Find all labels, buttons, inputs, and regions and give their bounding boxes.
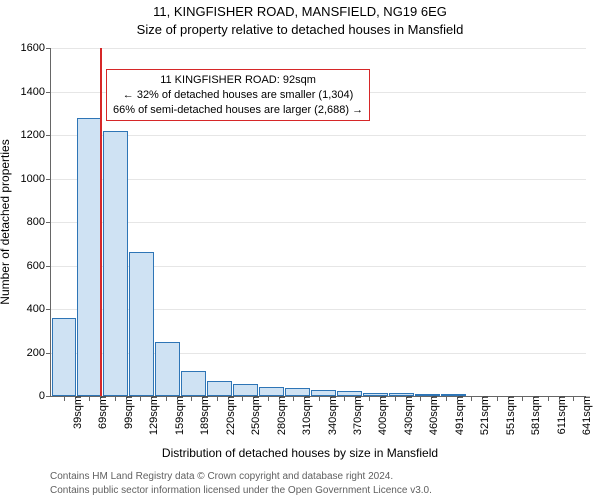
x-tick-label: 551sqm (501, 396, 517, 435)
y-tick-mark (46, 222, 51, 223)
x-tick-mark (522, 396, 523, 401)
x-tick-label: 641sqm (577, 396, 593, 435)
x-tick-label: 189sqm (195, 396, 211, 435)
x-tick-label: 99sqm (119, 396, 135, 429)
x-tick-label: 159sqm (170, 396, 186, 435)
x-tick-mark (344, 396, 345, 401)
x-tick-mark (548, 396, 549, 401)
x-tick-mark (268, 396, 269, 401)
bar (181, 371, 206, 396)
x-tick-label: 491sqm (450, 396, 466, 435)
x-tick-label: 370sqm (348, 396, 364, 435)
x-tick-mark (64, 396, 65, 401)
footer-copyright-2: Contains public sector information licen… (50, 485, 432, 496)
annotation-line1: 11 KINGFISHER ROAD: 92sqm (113, 73, 363, 88)
x-tick-label: 39sqm (68, 396, 84, 429)
x-tick-label: 460sqm (424, 396, 440, 435)
x-tick-mark (471, 396, 472, 401)
plot-area: 11 KINGFISHER ROAD: 92sqm ← 32% of detac… (50, 48, 586, 397)
footer-copyright-1: Contains HM Land Registry data © Crown c… (50, 471, 393, 482)
x-tick-label: 340sqm (323, 396, 339, 435)
y-axis-label: Number of detached properties (0, 139, 12, 304)
y-tick-mark (46, 309, 51, 310)
bar (233, 384, 258, 396)
x-tick-label: 129sqm (144, 396, 160, 435)
x-tick-mark (420, 396, 421, 401)
y-tick-mark (46, 48, 51, 49)
x-tick-label: 521sqm (475, 396, 491, 435)
x-tick-mark (395, 396, 396, 401)
x-tick-mark (166, 396, 167, 401)
x-tick-label: 430sqm (399, 396, 415, 435)
x-tick-mark (369, 396, 370, 401)
x-tick-mark (573, 396, 574, 401)
bar (103, 131, 128, 396)
x-tick-label: 250sqm (246, 396, 262, 435)
bar (259, 387, 284, 396)
bar (52, 318, 77, 396)
bar (207, 381, 232, 396)
y-tick-mark (46, 92, 51, 93)
annotation-box: 11 KINGFISHER ROAD: 92sqm ← 32% of detac… (106, 69, 370, 122)
x-tick-mark (191, 396, 192, 401)
y-tick-mark (46, 396, 51, 397)
address-title: 11, KINGFISHER ROAD, MANSFIELD, NG19 6EG (0, 4, 600, 19)
x-tick-label: 400sqm (373, 396, 389, 435)
bar (77, 118, 102, 396)
x-tick-mark (319, 396, 320, 401)
y-tick-mark (46, 266, 51, 267)
x-tick-mark (140, 396, 141, 401)
x-tick-label: 280sqm (272, 396, 288, 435)
x-tick-label: 611sqm (552, 396, 568, 434)
x-tick-label: 69sqm (93, 396, 109, 429)
x-tick-mark (89, 396, 90, 401)
x-tick-label: 581sqm (526, 396, 542, 435)
bar (155, 342, 180, 396)
property-marker-line (100, 48, 102, 396)
y-tick-mark (46, 135, 51, 136)
chart-subtitle: Size of property relative to detached ho… (0, 22, 600, 37)
x-tick-mark (242, 396, 243, 401)
x-axis-label: Distribution of detached houses by size … (0, 446, 600, 460)
x-tick-label: 220sqm (221, 396, 237, 435)
x-tick-label: 310sqm (297, 396, 313, 435)
x-tick-mark (446, 396, 447, 401)
x-tick-mark (115, 396, 116, 401)
x-tick-mark (497, 396, 498, 401)
bar (285, 388, 310, 396)
annotation-line2: ← 32% of detached houses are smaller (1,… (113, 88, 363, 103)
x-tick-mark (293, 396, 294, 401)
x-tick-mark (217, 396, 218, 401)
bar (129, 252, 154, 396)
annotation-line3: 66% of semi-detached houses are larger (… (113, 103, 363, 118)
y-tick-mark (46, 179, 51, 180)
y-tick-mark (46, 353, 51, 354)
